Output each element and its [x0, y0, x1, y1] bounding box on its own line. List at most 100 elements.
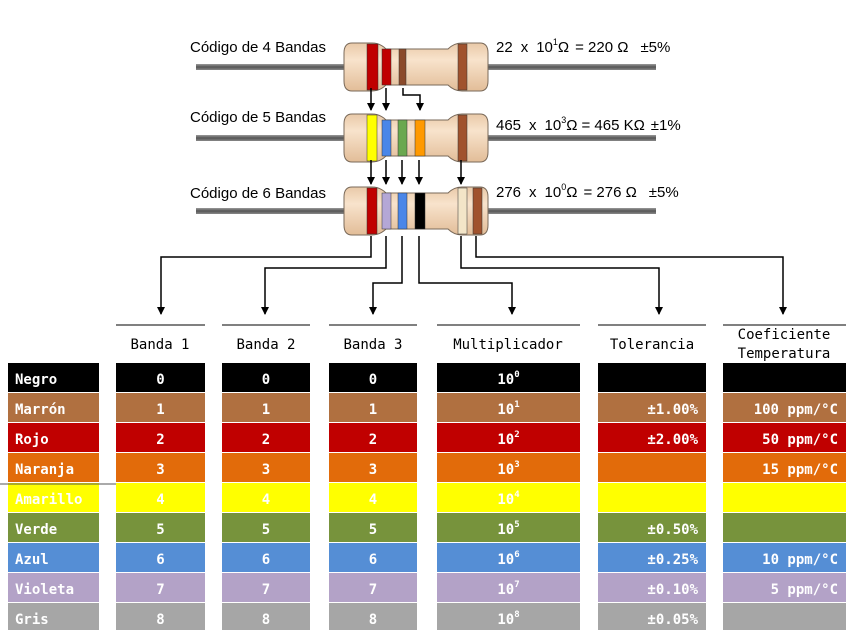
- arrow-to-multiplicador: [418, 236, 516, 315]
- banda1-cell: 1: [156, 402, 164, 418]
- arrow-to-temperatura: [475, 236, 787, 315]
- tolerancia-cell-bg: [598, 423, 706, 452]
- color-name-cell: Rojo: [15, 432, 49, 448]
- connector-arrows: [157, 88, 787, 315]
- multiplicador-cell: 105: [497, 520, 519, 538]
- banda1-cell-bg: [116, 603, 205, 630]
- tolerancia-cell: ±0.25%: [647, 552, 698, 568]
- resistor-band: [397, 192, 408, 230]
- banda1-cell: 0: [156, 372, 164, 388]
- banda1-cell: 8: [156, 612, 164, 628]
- tolerancia-cell-bg: [598, 363, 706, 392]
- banda3-cell-bg: [329, 423, 417, 452]
- banda3-cell-bg: [329, 483, 417, 512]
- temperatura-cell: 15 ppm/°C: [762, 462, 838, 478]
- banda3-cell: 3: [369, 462, 377, 478]
- banda2-cell: 7: [262, 582, 270, 598]
- header-multiplicador: Multiplicador: [453, 337, 563, 353]
- table-row-naranja: Naranja 3 3 3 103 15 ppm/°C: [8, 453, 846, 482]
- multiplicador-cell-bg: [437, 393, 580, 422]
- header-banda1: Banda 1: [130, 337, 189, 353]
- color-name-cell-bg: [8, 543, 99, 572]
- resistor-band: [397, 119, 408, 157]
- banda1-cell-bg: [116, 453, 205, 482]
- banda3-cell-bg: [329, 453, 417, 482]
- banda1-cell-bg: [116, 423, 205, 452]
- table-row-amarillo: Amarillo 4 4 4 104: [8, 483, 846, 512]
- tolerancia-cell-bg: [598, 543, 706, 572]
- resistor-band: [366, 43, 379, 91]
- banda1-cell: 3: [156, 462, 164, 478]
- color-name-cell: Naranja: [15, 462, 74, 478]
- resistor-band: [457, 187, 468, 235]
- multiplicador-cell-bg: [437, 363, 580, 392]
- color-name-cell-bg: [8, 603, 99, 630]
- color-name-cell: Negro: [15, 372, 57, 388]
- banda2-cell: 6: [262, 552, 270, 568]
- banda2-cell-bg: [222, 423, 310, 452]
- table-row-gris: Gris 8 8 8 108 ±0.05%: [8, 603, 846, 630]
- tolerancia-cell-bg: [598, 573, 706, 602]
- temperatura-cell-bg: [723, 573, 846, 602]
- color-name-cell: Amarillo: [15, 492, 82, 508]
- tolerancia-cell: ±0.10%: [647, 582, 698, 598]
- banda1-cell-bg: [116, 543, 205, 572]
- header-tolerancia: Tolerancia: [610, 337, 694, 353]
- banda2-cell: 3: [262, 462, 270, 478]
- multiplicador-cell: 104: [497, 490, 520, 508]
- resistor-6-band: [196, 186, 656, 236]
- multiplicador-cell-bg: [437, 423, 580, 452]
- table-row-negro: Negro 0 0 0 100: [8, 363, 846, 392]
- temperatura-cell-bg: [723, 603, 846, 630]
- tolerancia-cell: ±2.00%: [647, 432, 698, 448]
- color-name-cell: Gris: [15, 612, 49, 628]
- temperatura-cell: 100 ppm/°C: [754, 402, 838, 418]
- banda3-cell: 6: [369, 552, 377, 568]
- banda3-cell: 8: [369, 612, 377, 628]
- multiplicador-cell-bg: [437, 513, 580, 542]
- table-row-marrón: Marrón 1 1 1 101 ±1.00% 100 ppm/°C: [8, 393, 846, 422]
- banda2-cell-bg: [222, 543, 310, 572]
- color-table: Negro 0 0 0 100 Marrón 1 1 1 101 ±1.00% 100 ppm/°C R…: [0, 363, 846, 630]
- color-name-cell: Marrón: [15, 402, 66, 418]
- header-coeficiente: Coeficiente: [738, 327, 831, 343]
- banda3-cell: 5: [369, 522, 377, 538]
- banda1-cell-bg: [116, 393, 205, 422]
- banda1-cell: 7: [156, 582, 164, 598]
- banda3-cell-bg: [329, 543, 417, 572]
- banda2-cell-bg: [222, 363, 310, 392]
- banda1-cell-bg: [116, 513, 205, 542]
- resistor-band: [381, 119, 392, 157]
- banda2-cell-bg: [222, 573, 310, 602]
- resistor-band: [381, 192, 392, 230]
- formula-4-band: 22 x 101Ω = 220 Ω ±5%: [496, 37, 670, 56]
- banda1-cell: 6: [156, 552, 164, 568]
- temperatura-cell-bg: [723, 543, 846, 572]
- multiplicador-cell: 107: [497, 580, 519, 598]
- multiplicador-cell: 103: [497, 460, 519, 478]
- color-name-cell: Violeta: [15, 582, 74, 598]
- tolerancia-cell-bg: [598, 453, 706, 482]
- banda2-cell: 1: [262, 402, 270, 418]
- tolerancia-cell-bg: [598, 603, 706, 630]
- header-banda3: Banda 3: [343, 337, 402, 353]
- banda2-cell: 4: [262, 492, 270, 508]
- label-5-band: Código de 5 Bandas: [190, 109, 326, 126]
- temperatura-cell-bg: [723, 393, 846, 422]
- temperatura-cell-bg: [723, 453, 846, 482]
- banda1-cell: 5: [156, 522, 164, 538]
- arrow-to-tolerancia: [460, 236, 663, 315]
- table-row-rojo: Rojo 2 2 2 102 ±2.00% 50 ppm/°C: [8, 423, 846, 452]
- multiplicador-cell: 101: [497, 400, 519, 418]
- multiplicador-cell-bg: [437, 483, 580, 512]
- table-row-azul: Azul 6 6 6 106 ±0.25% 10 ppm/°C: [8, 543, 846, 572]
- banda3-cell: 7: [369, 582, 377, 598]
- banda2-cell: 8: [262, 612, 270, 628]
- banda3-cell-bg: [329, 603, 417, 630]
- multiplicador-cell: 100: [497, 370, 519, 388]
- banda3-cell-bg: [329, 363, 417, 392]
- color-name-cell: Azul: [15, 552, 49, 568]
